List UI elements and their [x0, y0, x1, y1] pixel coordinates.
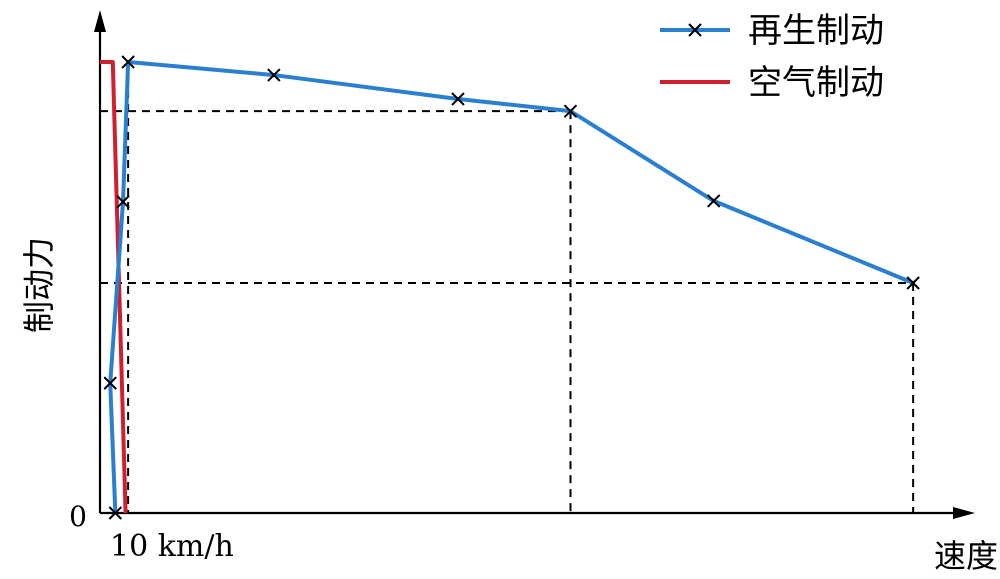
- data-point-marker: [706, 194, 721, 208]
- data-point-marker: [103, 376, 117, 390]
- y-axis-arrow: [94, 10, 106, 32]
- data-point-marker: [121, 55, 135, 69]
- legend-item: 空气制动: [660, 63, 884, 103]
- x-axis-arrow: [953, 507, 975, 519]
- series-line-1: [100, 60, 128, 514]
- data-point-marker: [108, 506, 123, 520]
- series-line-0: [108, 60, 914, 514]
- data-point-marker: [267, 68, 281, 82]
- y-axis-label: 制动力: [20, 237, 58, 333]
- x-axis-label: 速度: [934, 537, 998, 575]
- guide-lines: [100, 62, 915, 513]
- series-layer: [100, 55, 920, 520]
- x-marker-label: 10 km/h: [110, 529, 234, 564]
- data-point-marker: [563, 104, 578, 118]
- legend-label: 空气制动: [748, 63, 884, 103]
- legend-label: 再生制动: [748, 11, 884, 51]
- legend-item: 再生制动: [660, 11, 884, 51]
- data-point-marker: [451, 92, 465, 106]
- axes: [94, 10, 975, 519]
- y-origin-label: 0: [69, 500, 87, 533]
- data-point-marker: [116, 195, 130, 209]
- data-point-marker: [906, 276, 920, 290]
